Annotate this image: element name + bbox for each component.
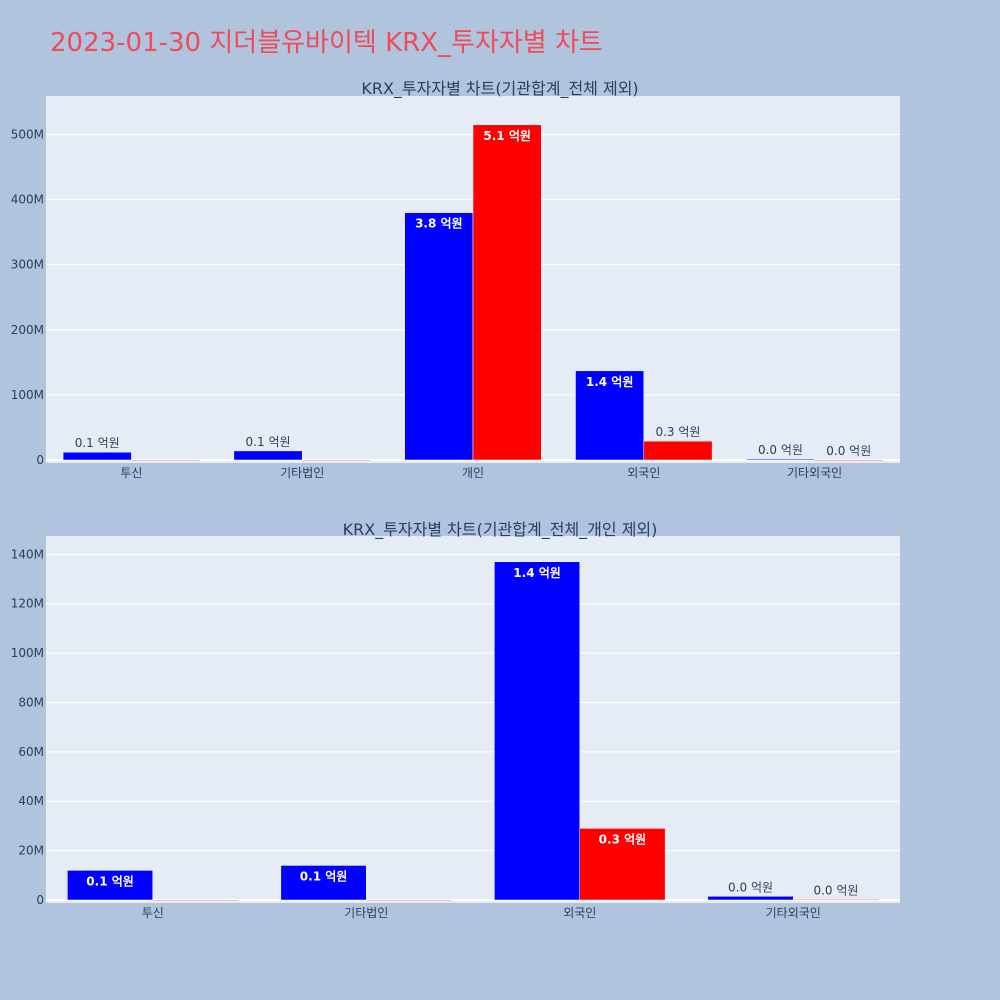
y-tick-label: 0 [36, 453, 44, 467]
y-tick-label: 500M [11, 128, 44, 142]
page-title: 2023-01-30 지더블유바이텍 KRX_투자자별 차트 [50, 28, 603, 58]
y-tick-label: 0 [36, 893, 44, 907]
plot-area-2 [46, 536, 900, 903]
y-tick-label: 40M [18, 794, 44, 808]
x-tick-label: 외국인 [627, 466, 660, 480]
data-label: 0.0 억원 [758, 443, 803, 457]
bar [301, 459, 371, 462]
data-label: 5.1 억원 [483, 129, 531, 143]
data-label: 0.1 억원 [300, 869, 348, 883]
y-tick-label: 60M [18, 745, 44, 759]
data-label: 0.0 억원 [813, 884, 858, 898]
bar [233, 450, 303, 461]
bar [793, 899, 879, 901]
y-tick-label: 100M [11, 388, 44, 402]
data-label: 0.1 억원 [75, 436, 120, 450]
x-tick-label: 기타법인 [280, 466, 324, 480]
bar [579, 828, 666, 901]
bar [643, 440, 713, 461]
bar [152, 899, 239, 902]
data-label: 0.1 억원 [246, 435, 291, 449]
data-label: 3.8 억원 [415, 217, 463, 231]
x-tick-label: 기타외국인 [787, 466, 842, 480]
data-label: 0.3 억원 [599, 832, 647, 846]
chart-title-1: KRX_투자자별 차트(기관합계_전체 제외) [361, 79, 638, 99]
bar [404, 212, 474, 461]
x-tick-label: 기타법인 [344, 906, 388, 920]
y-tick-label: 20M [18, 844, 44, 858]
x-tick-label: 기타외국인 [766, 906, 821, 920]
y-tick-label: 200M [11, 323, 44, 337]
bar [280, 865, 367, 901]
y-tick-label: 120M [11, 597, 44, 611]
x-tick-label: 투신 [142, 906, 164, 920]
data-label: 0.0 억원 [728, 880, 773, 894]
y-tick-label: 400M [11, 193, 44, 207]
y-tick-label: 140M [11, 547, 44, 561]
bar [746, 458, 815, 461]
bar [366, 899, 452, 902]
bar [575, 370, 645, 461]
bar [472, 124, 542, 461]
y-tick-label: 100M [11, 646, 44, 660]
bar [62, 451, 132, 461]
bar [494, 561, 581, 901]
chart-title-2: KRX_투자자별 차트(기관합계_전체_개인 제외) [343, 520, 658, 540]
data-label: 1.4 억원 [586, 375, 634, 389]
bar [131, 459, 200, 462]
y-tick-label: 80M [18, 695, 44, 709]
bar [707, 896, 794, 901]
data-label: 1.4 억원 [513, 566, 561, 580]
data-label: 0.3 억원 [655, 425, 700, 439]
bar [67, 870, 153, 901]
x-tick-label: 외국인 [563, 906, 596, 920]
data-label: 0.1 억원 [86, 874, 134, 888]
y-tick-label: 300M [11, 258, 44, 272]
data-label: 0.0 억원 [826, 444, 871, 458]
x-tick-label: 투신 [120, 466, 142, 480]
x-tick-label: 개인 [462, 466, 484, 480]
bar [814, 459, 884, 461]
